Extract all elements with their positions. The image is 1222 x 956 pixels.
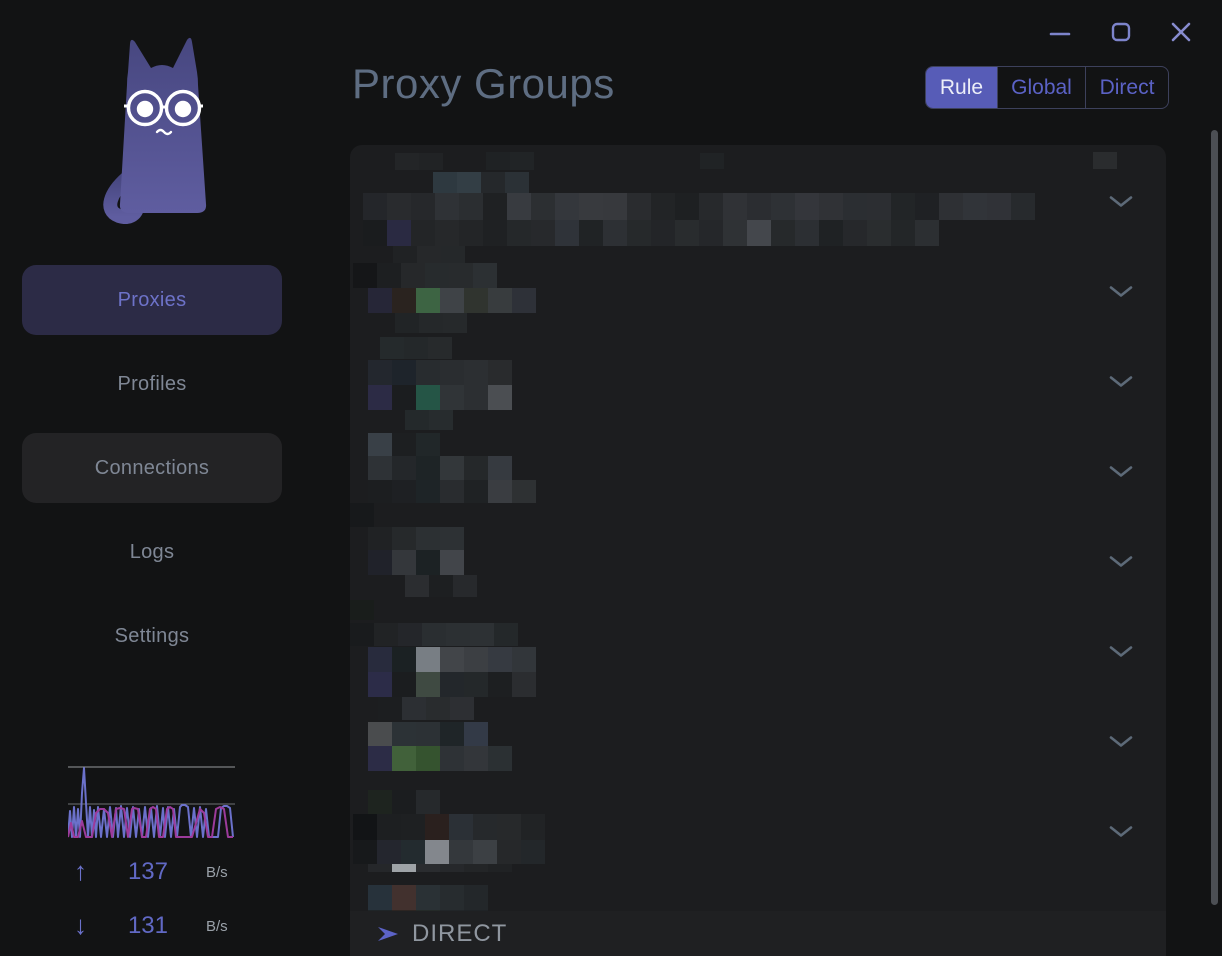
close-button[interactable] [1165, 16, 1197, 46]
redacted-mosaic [363, 193, 1035, 220]
redacted-mosaic [368, 527, 464, 550]
download-stat-row: ↓ 131 B/s [0, 910, 300, 944]
minimize-icon [1049, 32, 1071, 36]
proxy-groups-panel: DIRECT [350, 145, 1166, 956]
redacted-mosaic [368, 672, 536, 697]
redacted-mosaic [700, 153, 724, 169]
redacted-mosaic [368, 550, 464, 575]
redacted-mosaic [363, 220, 939, 246]
redacted-mosaic [353, 814, 545, 840]
chevron-down-icon[interactable] [1108, 645, 1134, 658]
sidebar-item-label: Proxies [117, 288, 187, 311]
redacted-mosaic [368, 647, 536, 672]
redacted-mosaic [368, 746, 512, 771]
proxy-node-direct-row[interactable]: DIRECT [350, 911, 1166, 956]
redacted-mosaic [368, 433, 440, 456]
upload-unit: B/s [206, 864, 228, 881]
vertical-scrollbar-thumb[interactable] [1211, 130, 1218, 905]
download-unit: B/s [206, 918, 228, 935]
maximize-button[interactable] [1105, 16, 1137, 46]
redacted-mosaic [368, 385, 512, 410]
sidebar-item-profiles[interactable]: Profiles [22, 349, 282, 419]
chevron-down-icon[interactable] [1108, 195, 1134, 208]
close-icon [1171, 22, 1191, 42]
proxy-mode-switch: Rule Global Direct [925, 66, 1169, 109]
redacted-mosaic [368, 864, 512, 872]
redacted-mosaic [405, 575, 477, 597]
sidebar-item-proxies[interactable]: Proxies [22, 265, 282, 335]
cat-eye-right [174, 100, 192, 118]
cat-eye-left [136, 100, 154, 118]
upload-value: 137 [127, 858, 168, 885]
redacted-mosaic [378, 697, 474, 720]
redacted-mosaic [405, 410, 453, 430]
sidebar-item-connections[interactable]: Connections [22, 433, 282, 503]
proxy-group-row[interactable] [350, 516, 1166, 606]
proxy-group-row[interactable] [350, 426, 1166, 516]
sidebar-item-label: Connections [94, 456, 210, 479]
redacted-mosaic [368, 790, 440, 814]
redacted-mosaic [368, 360, 512, 385]
mode-direct-button[interactable]: Direct [1085, 67, 1168, 108]
proxy-group-row[interactable] [350, 786, 1166, 876]
mode-global-button[interactable]: Global [997, 67, 1085, 108]
cat-mouth [155, 128, 173, 136]
proxy-group-row[interactable] [350, 696, 1166, 786]
maximize-icon [1111, 22, 1131, 42]
redacted-mosaic [486, 152, 534, 170]
sidebar-item-label: Profiles [117, 372, 187, 395]
mode-rule-button[interactable]: Rule [926, 67, 997, 108]
chevron-down-icon[interactable] [1108, 825, 1134, 838]
chevron-down-icon[interactable] [1108, 285, 1134, 298]
redacted-mosaic [350, 600, 374, 620]
cat-glasses [124, 89, 203, 127]
redacted-mosaic [353, 840, 545, 864]
chevron-down-icon[interactable] [1108, 465, 1134, 478]
redacted-mosaic [1093, 152, 1117, 169]
upload-stat-row: ↑ 137 B/s [0, 856, 300, 890]
traffic-graph [68, 766, 235, 838]
redacted-mosaic [368, 722, 488, 746]
redacted-mosaic [368, 885, 488, 910]
clash-cat-logo [103, 37, 207, 224]
chevron-down-icon[interactable] [1108, 555, 1134, 568]
proxy-group-row[interactable] [350, 336, 1166, 426]
selected-node-arrow-icon [378, 926, 398, 941]
redacted-mosaic [353, 263, 497, 288]
redacted-mosaic [380, 337, 452, 359]
redacted-mosaic [350, 623, 518, 646]
proxy-group-row[interactable] [350, 246, 1166, 336]
redacted-mosaic [350, 503, 374, 527]
redacted-mosaic [368, 480, 536, 503]
redacted-mosaic [368, 288, 536, 313]
download-arrow-icon: ↓ [74, 910, 87, 940]
redacted-mosaic [395, 153, 443, 170]
chevron-down-icon[interactable] [1108, 735, 1134, 748]
download-sparkline [68, 806, 233, 838]
page-title: Proxy Groups [352, 60, 615, 107]
upload-arrow-icon: ↑ [74, 856, 87, 886]
sidebar-item-label: Settings [114, 624, 190, 647]
sidebar-item-label: Logs [129, 540, 175, 563]
chevron-down-icon[interactable] [1108, 375, 1134, 388]
download-value: 131 [127, 912, 168, 939]
proxy-node-label: DIRECT [412, 919, 508, 947]
cat-body [119, 37, 207, 213]
sidebar: Proxies Profiles Connections Logs Settin… [0, 0, 320, 956]
proxy-group-row[interactable] [350, 156, 1166, 246]
minimize-button[interactable] [1044, 16, 1076, 46]
redacted-mosaic [368, 456, 512, 480]
proxy-group-row[interactable] [350, 606, 1166, 696]
sidebar-item-settings[interactable]: Settings [22, 601, 282, 671]
redacted-mosaic [395, 313, 467, 333]
redacted-mosaic [393, 246, 465, 266]
sidebar-item-logs[interactable]: Logs [22, 517, 282, 587]
